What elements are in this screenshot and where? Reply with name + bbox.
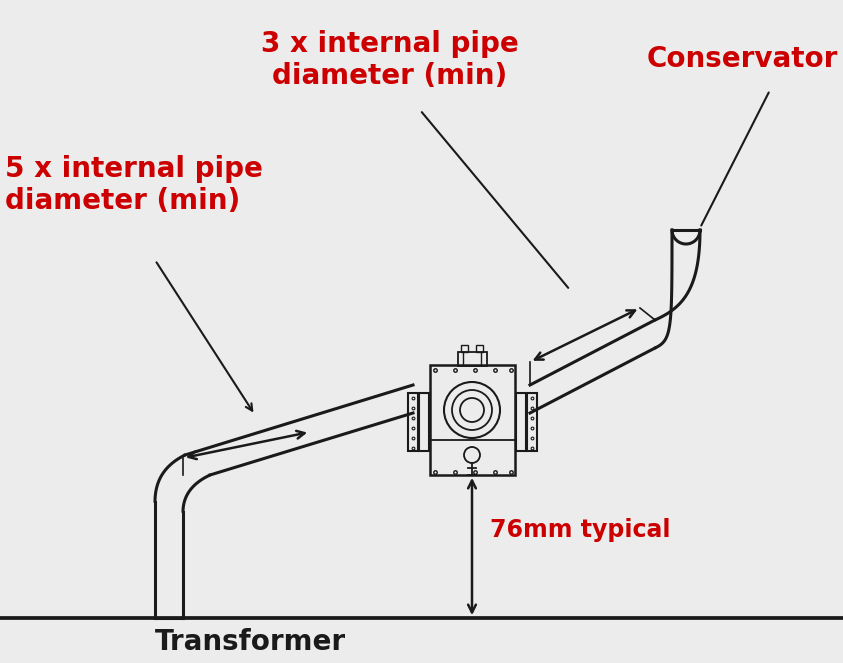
Bar — [408, 393, 418, 451]
Text: Transformer: Transformer — [155, 628, 346, 656]
Bar — [458, 352, 487, 366]
Text: 5 x internal pipe
diameter (min): 5 x internal pipe diameter (min) — [5, 155, 263, 215]
Bar — [430, 365, 515, 475]
Bar — [476, 345, 483, 352]
Bar — [516, 393, 526, 451]
Bar — [461, 345, 468, 352]
Bar — [419, 393, 429, 451]
Text: 3 x internal pipe
diameter (min): 3 x internal pipe diameter (min) — [261, 30, 519, 90]
Bar — [527, 393, 537, 451]
Text: Conservator: Conservator — [647, 45, 838, 73]
Text: 76mm typical: 76mm typical — [490, 518, 670, 542]
